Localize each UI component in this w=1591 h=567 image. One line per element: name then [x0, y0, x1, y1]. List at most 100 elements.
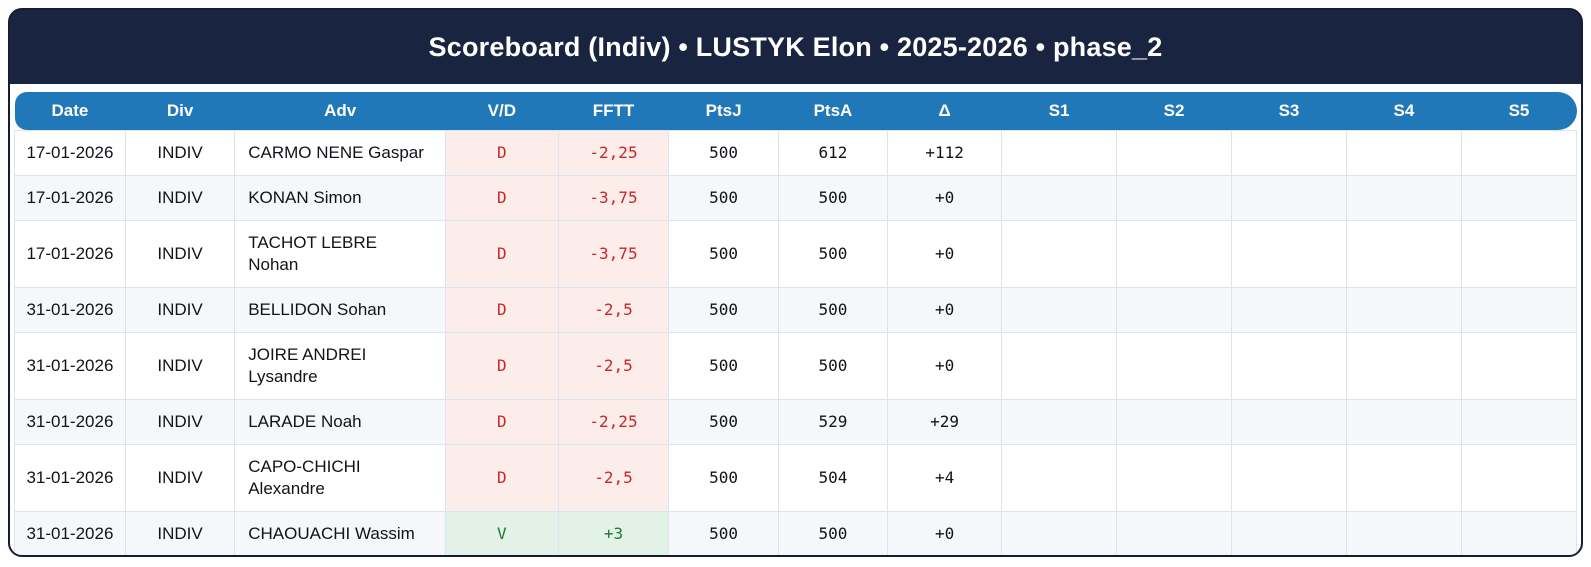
- set1-cell: [1001, 286, 1118, 333]
- col-header-s1: S1: [1001, 92, 1117, 130]
- table-body: 17-01-2026 INDIV CARMO NENE Gaspar D -2,…: [14, 129, 1578, 555]
- set5-cell: [1460, 331, 1578, 400]
- ptsj-cell: 500: [668, 398, 779, 445]
- set1-cell: [1001, 174, 1118, 221]
- ptsa-cell: 529: [777, 398, 889, 445]
- set2-cell: [1116, 398, 1233, 445]
- set2-cell: [1116, 174, 1233, 221]
- set4-cell: [1345, 510, 1462, 555]
- set3-cell: [1231, 174, 1347, 221]
- col-header-div: Div: [125, 92, 235, 130]
- vd-cell: V: [445, 510, 559, 555]
- col-header-s4: S4: [1346, 92, 1462, 130]
- div-cell: INDIV: [124, 129, 236, 176]
- set2-cell: [1116, 331, 1233, 400]
- title-bar: Scoreboard (Indiv) • LUSTYK Elon • 2025-…: [10, 10, 1581, 84]
- page-title: Scoreboard (Indiv) • LUSTYK Elon • 2025-…: [428, 31, 1163, 62]
- div-cell: INDIV: [124, 510, 236, 555]
- div-cell: INDIV: [124, 443, 236, 512]
- vd-cell: D: [445, 286, 559, 333]
- date-cell: 31-01-2026: [14, 398, 126, 445]
- scoreboard-card: Scoreboard (Indiv) • LUSTYK Elon • 2025-…: [8, 8, 1583, 557]
- header-row: Date Div Adv V/D FFTT PtsJ PtsA Δ S1 S2 …: [14, 92, 1577, 130]
- ptsa-cell: 500: [777, 510, 889, 555]
- col-header-date: Date: [14, 92, 126, 130]
- ptsa-cell: 500: [777, 174, 889, 221]
- fftt-cell: -2,5: [557, 443, 670, 512]
- adv-cell: KONAN Simon: [234, 174, 447, 221]
- adv-cell: CAPO-CHICHI Alexandre: [234, 443, 447, 512]
- set3-cell: [1231, 331, 1347, 400]
- set3-cell: [1231, 398, 1347, 445]
- set2-cell: [1116, 510, 1233, 555]
- ptsj-cell: 500: [668, 129, 779, 176]
- set4-cell: [1345, 219, 1462, 288]
- adv-cell: LARADE Noah: [234, 398, 447, 445]
- date-cell: 31-01-2026: [14, 286, 126, 333]
- col-header-s2: S2: [1116, 92, 1232, 130]
- date-cell: 31-01-2026: [14, 510, 126, 555]
- col-header-ptsa: PtsA: [778, 92, 888, 130]
- delta-cell: +0: [887, 219, 1003, 288]
- div-cell: INDIV: [124, 219, 236, 288]
- set5-cell: [1460, 129, 1578, 176]
- set4-cell: [1345, 286, 1462, 333]
- set4-cell: [1345, 331, 1462, 400]
- vd-cell: D: [445, 331, 559, 400]
- set5-cell: [1460, 398, 1578, 445]
- table-row: 17-01-2026 INDIV CARMO NENE Gaspar D -2,…: [14, 129, 1578, 176]
- col-header-fftt: FFTT: [558, 92, 669, 130]
- date-cell: 31-01-2026: [14, 331, 126, 400]
- set4-cell: [1345, 443, 1462, 512]
- delta-cell: +112: [887, 129, 1003, 176]
- col-header-s5: S5: [1461, 92, 1577, 130]
- delta-cell: +0: [887, 331, 1003, 400]
- set2-cell: [1116, 219, 1233, 288]
- col-header-s3: S3: [1231, 92, 1347, 130]
- set4-cell: [1345, 174, 1462, 221]
- table-row: 31-01-2026 INDIV JOIRE ANDREI Lysandre D…: [14, 331, 1578, 400]
- set1-cell: [1001, 219, 1118, 288]
- delta-cell: +29: [887, 398, 1003, 445]
- fftt-cell: -2,5: [557, 286, 670, 333]
- delta-cell: +0: [887, 286, 1003, 333]
- vd-cell: D: [445, 398, 559, 445]
- set3-cell: [1231, 286, 1347, 333]
- table-row: 17-01-2026 INDIV TACHOT LEBRE Nohan D -3…: [14, 219, 1578, 288]
- col-header-delta: Δ: [887, 92, 1002, 130]
- set5-cell: [1460, 510, 1578, 555]
- set5-cell: [1460, 286, 1578, 333]
- set5-cell: [1460, 174, 1578, 221]
- set3-cell: [1231, 129, 1347, 176]
- ptsj-cell: 500: [668, 286, 779, 333]
- ptsa-cell: 500: [777, 286, 889, 333]
- div-cell: INDIV: [124, 174, 236, 221]
- set2-cell: [1116, 443, 1233, 512]
- adv-cell: TACHOT LEBRE Nohan: [234, 219, 447, 288]
- set4-cell: [1345, 129, 1462, 176]
- set1-cell: [1001, 510, 1118, 555]
- set1-cell: [1001, 331, 1118, 400]
- set3-cell: [1231, 443, 1347, 512]
- col-header-ptsj: PtsJ: [668, 92, 779, 130]
- delta-cell: +4: [887, 443, 1003, 512]
- fftt-cell: -2,5: [557, 331, 670, 400]
- set1-cell: [1001, 443, 1118, 512]
- delta-cell: +0: [887, 174, 1003, 221]
- adv-cell: CHAOUACHI Wassim: [234, 510, 447, 555]
- vd-cell: D: [445, 174, 559, 221]
- ptsa-cell: 500: [777, 331, 889, 400]
- table-row: 17-01-2026 INDIV KONAN Simon D -3,75 500…: [14, 174, 1578, 221]
- ptsa-cell: 612: [777, 129, 889, 176]
- col-header-adv: Adv: [234, 92, 446, 130]
- ptsa-cell: 504: [777, 443, 889, 512]
- set5-cell: [1460, 219, 1578, 288]
- scoreboard-table: Date Div Adv V/D FFTT PtsJ PtsA Δ S1 S2 …: [14, 92, 1578, 555]
- ptsj-cell: 500: [668, 443, 779, 512]
- date-cell: 31-01-2026: [14, 443, 126, 512]
- div-cell: INDIV: [124, 398, 236, 445]
- table-row: 31-01-2026 INDIV BELLIDON Sohan D -2,5 5…: [14, 286, 1578, 333]
- adv-cell: JOIRE ANDREI Lysandre: [234, 331, 447, 400]
- fftt-cell: -3,75: [557, 219, 670, 288]
- set1-cell: [1001, 129, 1118, 176]
